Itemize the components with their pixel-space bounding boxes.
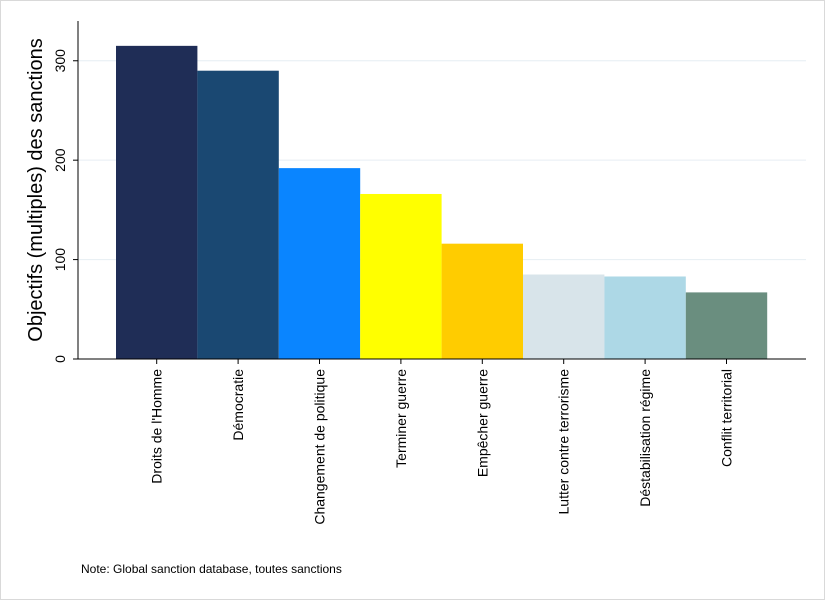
bar-7 xyxy=(685,292,768,359)
x-tick-label-4: Empêcher guerre xyxy=(474,369,490,477)
bar-6 xyxy=(604,276,686,359)
bar-2 xyxy=(278,168,361,359)
source-note: Note: Global sanction database, toutes s… xyxy=(81,562,342,576)
y-tick-label-100: 100 xyxy=(52,248,68,272)
bar-5 xyxy=(523,274,605,359)
x-tick-label-0: Droits de l'Homme xyxy=(149,369,165,484)
x-tick-label-7: Conflit territorial xyxy=(719,369,735,467)
y-tick-label-200: 200 xyxy=(52,148,68,172)
y-tick-labels: 0 100 200 300 xyxy=(52,49,68,363)
y-tick-label-300: 300 xyxy=(52,49,68,73)
x-tick-labels: Droits de l'Homme Démocratie Changement de… xyxy=(149,369,735,525)
bar-1 xyxy=(197,70,279,360)
x-tick-label-3: Terminer guerre xyxy=(393,369,409,468)
x-tick-label-5: Lutter contre terrorisme xyxy=(556,369,572,515)
x-tick-label-1: Démocratie xyxy=(230,369,246,441)
bar-0 xyxy=(116,45,198,360)
y-tick-label-0: 0 xyxy=(52,355,68,363)
bar-4 xyxy=(441,243,523,359)
x-tick-label-6: Déstabilisation régime xyxy=(637,369,653,507)
bar-3 xyxy=(360,193,442,359)
axes xyxy=(73,21,806,364)
x-tick-label-2: Changement de politique xyxy=(312,369,328,525)
bars xyxy=(116,45,768,360)
y-axis-label: Objectifs (multiples) des sanctions xyxy=(25,38,47,341)
